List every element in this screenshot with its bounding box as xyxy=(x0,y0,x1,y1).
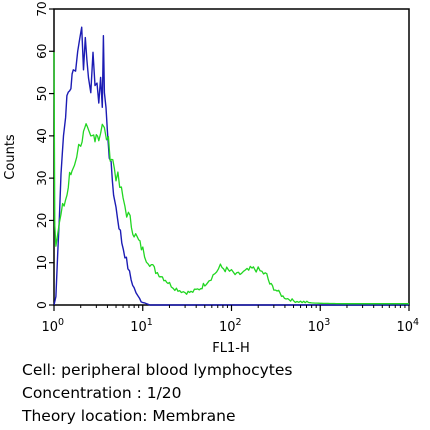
y-tick-label: 30 xyxy=(35,171,49,186)
y-tick-label: 10 xyxy=(35,255,49,270)
x-axis-label: FL1-H xyxy=(212,341,249,356)
series-layer xyxy=(53,26,409,306)
caption-concentration: Concentration : 1/20 xyxy=(22,384,182,402)
y-tick-label: 20 xyxy=(35,213,49,228)
y-tick-label: 60 xyxy=(35,44,49,59)
caption-cell: Cell: peripheral blood lymphocytes xyxy=(22,361,293,379)
y-tick-label: 50 xyxy=(35,86,49,101)
y-tick-label: 40 xyxy=(35,128,49,143)
plot-frame xyxy=(53,8,410,306)
series-line-blue xyxy=(53,26,409,306)
y-tick-label: 0 xyxy=(35,301,49,309)
x-tick-exponent: 3 xyxy=(324,317,330,328)
series-line-green xyxy=(53,52,409,305)
x-tick-exponent: 1 xyxy=(147,317,153,328)
x-tick-exponent: 0 xyxy=(58,317,64,328)
caption-location: Theory location: Membrane xyxy=(22,407,236,425)
y-axis-label: Counts xyxy=(3,134,18,180)
x-tick-exponent: 4 xyxy=(413,317,419,328)
histogram-chart: 0 10 20 30 40 50 60 70 10 0 10 1 10 2 10 3 10 4 FL1-H Cou… xyxy=(3,1,419,356)
y-tick-label: 70 xyxy=(35,1,49,16)
x-tick-label: 10 xyxy=(219,320,236,335)
x-tick-label: 10 xyxy=(130,320,147,335)
x-tick-label: 10 xyxy=(396,320,413,335)
x-tick-exponent: 2 xyxy=(236,317,242,328)
x-tick-label: 10 xyxy=(41,320,58,335)
x-tick-label: 10 xyxy=(308,320,325,335)
